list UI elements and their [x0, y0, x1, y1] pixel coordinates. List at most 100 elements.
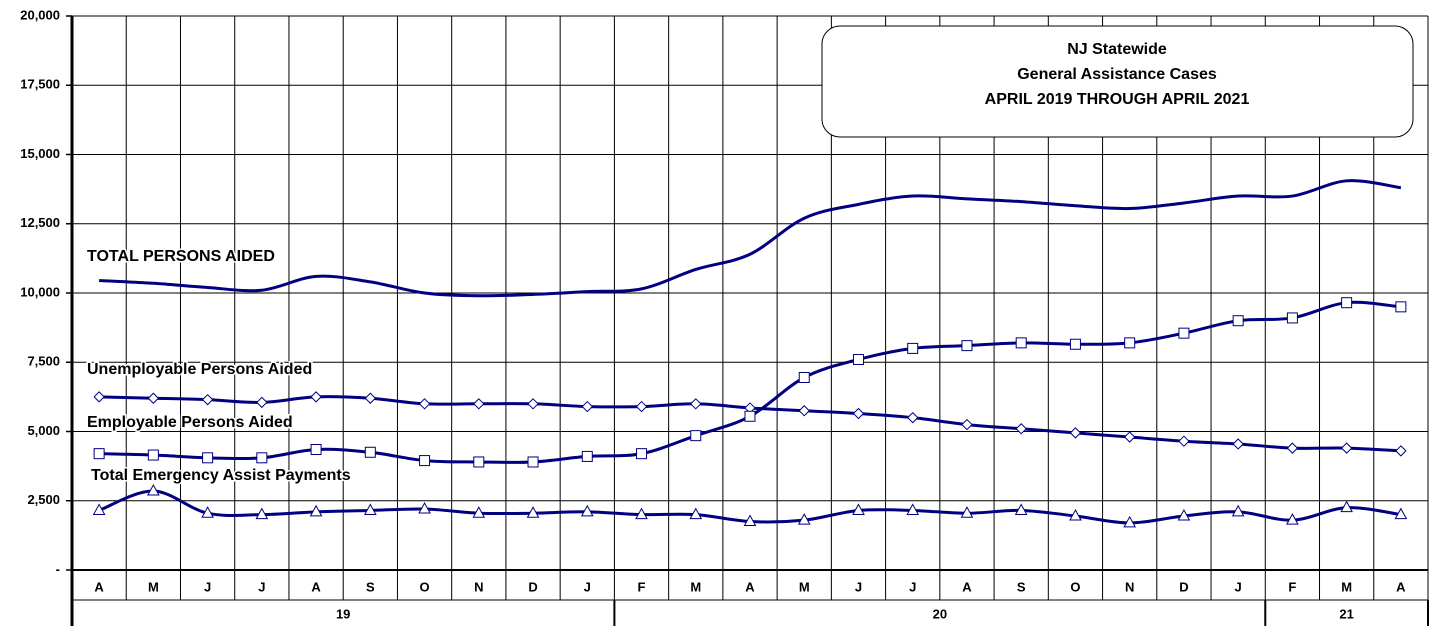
- marker: [93, 391, 105, 403]
- x-tick-label: S: [366, 579, 375, 594]
- marker: [255, 507, 269, 520]
- marker: [1123, 431, 1136, 443]
- x-tick-label: F: [638, 579, 646, 594]
- series-label: TOTAL PERSONS AIDED: [87, 248, 275, 265]
- marker: [1014, 503, 1028, 515]
- marker: [202, 452, 214, 464]
- marker: [472, 506, 486, 518]
- x-tick-label: A: [311, 579, 321, 594]
- marker: [256, 452, 268, 464]
- marker: [581, 450, 593, 462]
- marker: [743, 514, 757, 527]
- marker: [689, 507, 703, 520]
- marker: [1340, 500, 1353, 513]
- marker: [1340, 442, 1353, 454]
- marker: [1395, 445, 1407, 457]
- y-tick-label: 15,000: [20, 146, 60, 161]
- marker: [580, 504, 594, 517]
- marker: [364, 392, 377, 404]
- marker: [1341, 297, 1353, 309]
- marker: [1178, 435, 1190, 447]
- marker: [256, 396, 268, 409]
- chart-title: NJ Statewide: [1067, 41, 1167, 58]
- marker: [961, 340, 973, 352]
- marker: [1286, 513, 1299, 525]
- marker: [906, 503, 920, 515]
- year-label: 20: [933, 606, 947, 621]
- marker: [147, 449, 159, 461]
- marker: [310, 391, 322, 403]
- marker: [1286, 442, 1299, 454]
- x-tick-label: O: [419, 579, 429, 594]
- marker: [418, 502, 431, 514]
- x-tick-label: M: [690, 579, 701, 594]
- marker: [1232, 315, 1244, 327]
- year-label: 19: [336, 606, 350, 621]
- marker: [473, 398, 485, 410]
- x-tick-label: M: [1341, 579, 1352, 594]
- chart-title: APRIL 2019 THROUGH APRIL 2021: [985, 91, 1250, 108]
- x-tick-label: J: [855, 579, 862, 594]
- x-tick-label: J: [258, 579, 265, 594]
- marker: [419, 455, 431, 467]
- marker: [527, 398, 539, 410]
- marker: [1069, 427, 1082, 439]
- marker: [147, 392, 160, 404]
- marker: [690, 398, 702, 410]
- marker: [852, 353, 864, 365]
- marker: [1124, 337, 1136, 349]
- marker: [147, 484, 160, 496]
- marker: [797, 513, 811, 525]
- x-tick-label: F: [1288, 579, 1296, 594]
- chart-title: General Assistance Cases: [1017, 66, 1217, 83]
- x-tick-label: D: [528, 579, 537, 594]
- marker: [93, 448, 105, 460]
- x-tick-label: D: [1179, 579, 1188, 594]
- title-box: [821, 25, 1414, 138]
- marker: [363, 503, 377, 515]
- marker: [744, 410, 756, 422]
- year-label: 21: [1339, 606, 1353, 621]
- marker: [635, 400, 648, 413]
- y-tick-label: 5,000: [27, 423, 60, 438]
- y-tick-label: 17,500: [20, 77, 60, 92]
- marker: [1069, 338, 1081, 350]
- x-tick-label: N: [474, 579, 483, 594]
- x-tick-label: N: [1125, 579, 1134, 594]
- series-line: [99, 300, 1402, 464]
- y-tick-label: 2,500: [27, 492, 60, 507]
- marker: [1232, 438, 1244, 450]
- marker: [635, 507, 648, 520]
- marker: [852, 407, 865, 420]
- marker: [1015, 423, 1027, 435]
- marker: [852, 503, 865, 515]
- x-tick-label: J: [204, 579, 211, 594]
- marker: [636, 448, 648, 460]
- series-label: Total Emergency Assist Payments: [91, 467, 351, 484]
- marker: [1394, 507, 1408, 520]
- y-tick-label: 10,000: [20, 284, 60, 299]
- marker: [581, 400, 593, 413]
- y-tick-label: -: [56, 561, 60, 576]
- y-tick-label: 20,000: [20, 7, 60, 22]
- marker: [1286, 312, 1298, 324]
- y-tick-label: 7,500: [27, 354, 60, 369]
- marker: [798, 405, 810, 417]
- x-tick-label: A: [962, 579, 972, 594]
- marker: [690, 430, 702, 442]
- marker: [1178, 327, 1190, 339]
- marker: [418, 398, 431, 410]
- x-tick-label: J: [584, 579, 591, 594]
- marker: [798, 371, 810, 383]
- marker: [1123, 515, 1137, 528]
- marker: [1395, 301, 1407, 313]
- marker: [201, 393, 214, 406]
- marker: [907, 411, 919, 424]
- marker: [907, 342, 919, 354]
- x-tick-label: A: [94, 579, 104, 594]
- y-tick-label: 12,500: [20, 215, 60, 230]
- x-tick-label: O: [1070, 579, 1080, 594]
- marker: [1015, 337, 1027, 349]
- marker: [92, 503, 106, 515]
- marker: [1231, 504, 1245, 517]
